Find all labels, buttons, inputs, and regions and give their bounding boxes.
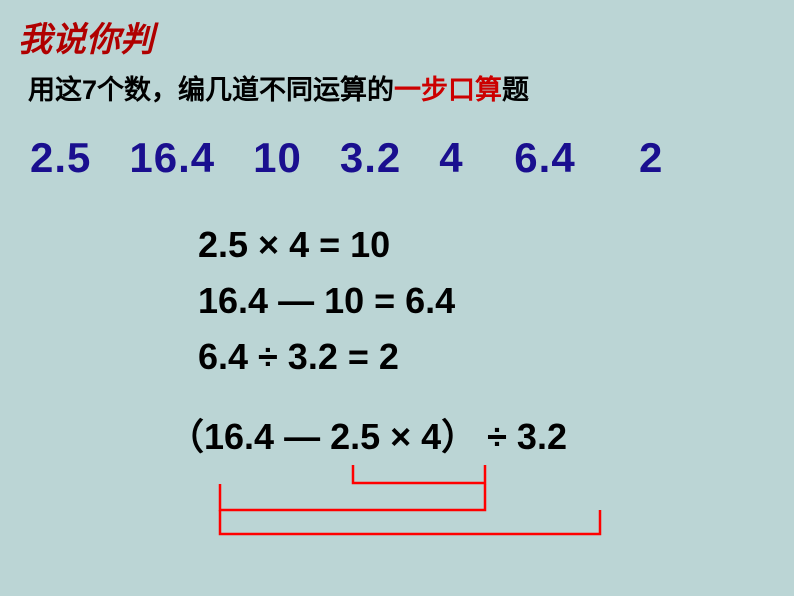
order-brackets	[0, 0, 794, 596]
